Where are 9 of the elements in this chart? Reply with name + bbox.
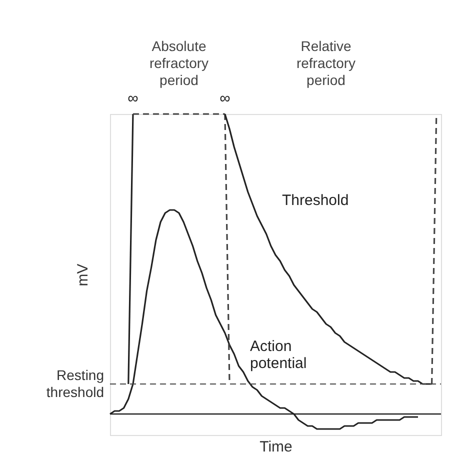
ref-line-label: Resting threshold bbox=[46, 367, 104, 400]
text: ∞ bbox=[220, 90, 231, 107]
text: ∞ bbox=[128, 90, 139, 107]
y-axis-title: mV bbox=[74, 264, 92, 286]
annotation: Action potential bbox=[250, 338, 307, 372]
text: Absolute refractory period bbox=[149, 38, 209, 88]
text: Relative refractory period bbox=[296, 38, 356, 88]
annotation: Threshold bbox=[282, 192, 349, 209]
x-axis-title: Time bbox=[260, 438, 292, 456]
